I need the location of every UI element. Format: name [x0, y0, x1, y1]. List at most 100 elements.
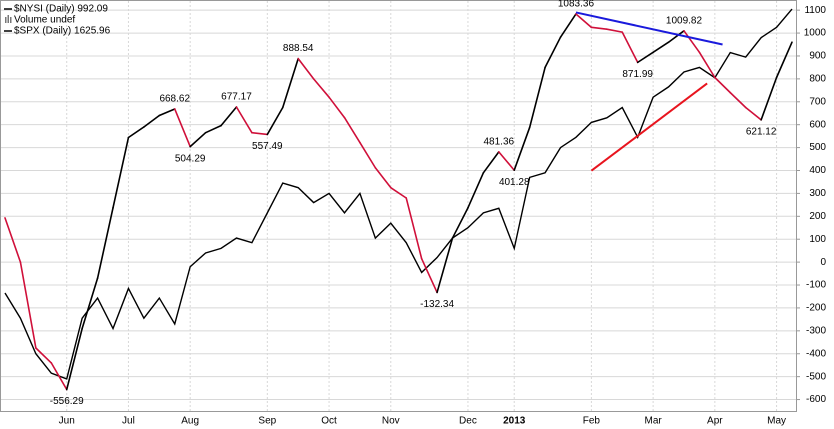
- nysi-segment: [590, 26, 608, 30]
- legend-label: $SPX (Daily) 1625.96: [14, 26, 111, 37]
- x-tick-label: Sep: [258, 416, 276, 427]
- x-tick-label: Mar: [645, 416, 663, 427]
- y-tick-label: -400: [806, 348, 826, 359]
- spx-line: [4, 8, 793, 380]
- nysi-segment: [173, 108, 191, 148]
- nysi-segment: [359, 141, 377, 169]
- nysi-segment: [266, 106, 284, 136]
- nysi-segment: [374, 166, 392, 189]
- nysi-segment: [636, 51, 654, 64]
- nysi-segment: [467, 171, 485, 209]
- nysi-segment: [4, 217, 22, 263]
- nysi-segment: [559, 13, 577, 38]
- nysi-segment: [744, 106, 762, 121]
- nysi-segment: [528, 66, 546, 129]
- data-label: 677.17: [221, 92, 252, 103]
- nysi-segment: [498, 151, 516, 172]
- data-label: -556.29: [50, 396, 84, 407]
- y-tick-label: 100: [809, 234, 826, 245]
- nysi-segment: [436, 237, 454, 294]
- nysi-segment: [19, 261, 37, 349]
- nysi-segment: [606, 28, 624, 33]
- nysi-segment: [158, 108, 176, 117]
- nysi-segment: [96, 207, 114, 279]
- data-label: 871.99: [622, 69, 653, 80]
- y-tick-label: 0: [820, 257, 826, 268]
- nysi-segment: [281, 57, 299, 109]
- data-label: 504.29: [175, 153, 206, 164]
- nysi-segment: [251, 131, 269, 136]
- nysi-segment: [775, 41, 793, 79]
- nysi-segment: [65, 327, 83, 391]
- nysi-segment: [50, 362, 68, 391]
- nysi-segment: [621, 31, 639, 64]
- y-tick-label: 600: [809, 119, 826, 130]
- nysi-segment: [482, 151, 500, 174]
- x-tick-label: Oct: [321, 416, 337, 427]
- y-tick-label: -500: [806, 371, 826, 382]
- data-label: 1009.82: [666, 15, 703, 26]
- nysi-segment: [204, 124, 222, 134]
- nysi-segment: [127, 126, 145, 139]
- trend-line: [590, 82, 708, 172]
- x-tick-label: Feb: [583, 416, 601, 427]
- data-label: -132.34: [420, 299, 454, 310]
- nysi-segment: [235, 106, 253, 134]
- x-tick-label: Jun: [59, 416, 75, 427]
- nysi-segment: [389, 186, 408, 199]
- nysi-segment: [420, 257, 438, 294]
- x-tick-label: 2013: [503, 416, 526, 427]
- y-tick-label: 400: [809, 165, 826, 176]
- legend-icon: [10, 17, 12, 23]
- nysi-segment: [667, 30, 685, 44]
- nysi-segment: [297, 57, 315, 80]
- nysi-segment: [683, 30, 701, 54]
- data-label: 1083.36: [558, 0, 595, 10]
- data-label: 557.49: [252, 141, 283, 152]
- trend-line: [575, 11, 723, 46]
- nysi-segment: [729, 91, 747, 109]
- y-tick-label: -300: [806, 325, 826, 336]
- data-label: 481.36: [484, 137, 515, 148]
- nysi-segment: [328, 96, 346, 119]
- x-tick-label: Dec: [459, 416, 477, 427]
- data-label: 888.54: [283, 43, 314, 54]
- legend-label: Volume undef: [14, 15, 75, 26]
- plot-frame: [0, 0, 797, 412]
- y-tick-label: -100: [806, 280, 826, 291]
- nysi-segment: [81, 277, 99, 330]
- nysi-segment: [343, 116, 361, 144]
- nysi-segment: [189, 131, 207, 148]
- nysi-segment: [714, 76, 732, 94]
- nysi-segment: [451, 207, 469, 239]
- nysi-segment: [652, 41, 670, 54]
- y-tick-label: 800: [809, 74, 826, 85]
- nysi-segment: [513, 126, 531, 172]
- x-tick-label: Aug: [181, 416, 199, 427]
- y-tick-label: 1100: [804, 5, 826, 16]
- legend-label: $NYSI (Daily) 992.09: [14, 4, 108, 15]
- nysi-segment: [575, 13, 593, 29]
- legend-icon: [7, 15, 9, 23]
- legend-icon: [5, 17, 7, 23]
- y-tick-label: 500: [809, 142, 826, 153]
- x-tick-label: Apr: [707, 416, 723, 427]
- y-tick-label: 900: [809, 51, 826, 62]
- nysi-segment: [312, 78, 330, 99]
- nysi-segment: [143, 114, 161, 128]
- y-tick-label: -600: [806, 394, 826, 405]
- y-tick-label: 200: [809, 211, 826, 222]
- x-tick-label: Nov: [382, 416, 400, 427]
- data-label: 401.28: [499, 177, 530, 188]
- nysi-segment: [698, 51, 716, 79]
- y-tick-label: -200: [806, 303, 826, 314]
- x-tick-label: May: [767, 416, 786, 427]
- data-label: 668.62: [159, 94, 190, 105]
- nysi-segment: [760, 76, 778, 121]
- nysi-segment: [220, 106, 238, 127]
- x-tick-label: Jul: [122, 416, 135, 427]
- y-tick-label: 1000: [804, 28, 827, 39]
- data-label: 621.12: [746, 126, 777, 137]
- nysi-segment: [112, 136, 130, 209]
